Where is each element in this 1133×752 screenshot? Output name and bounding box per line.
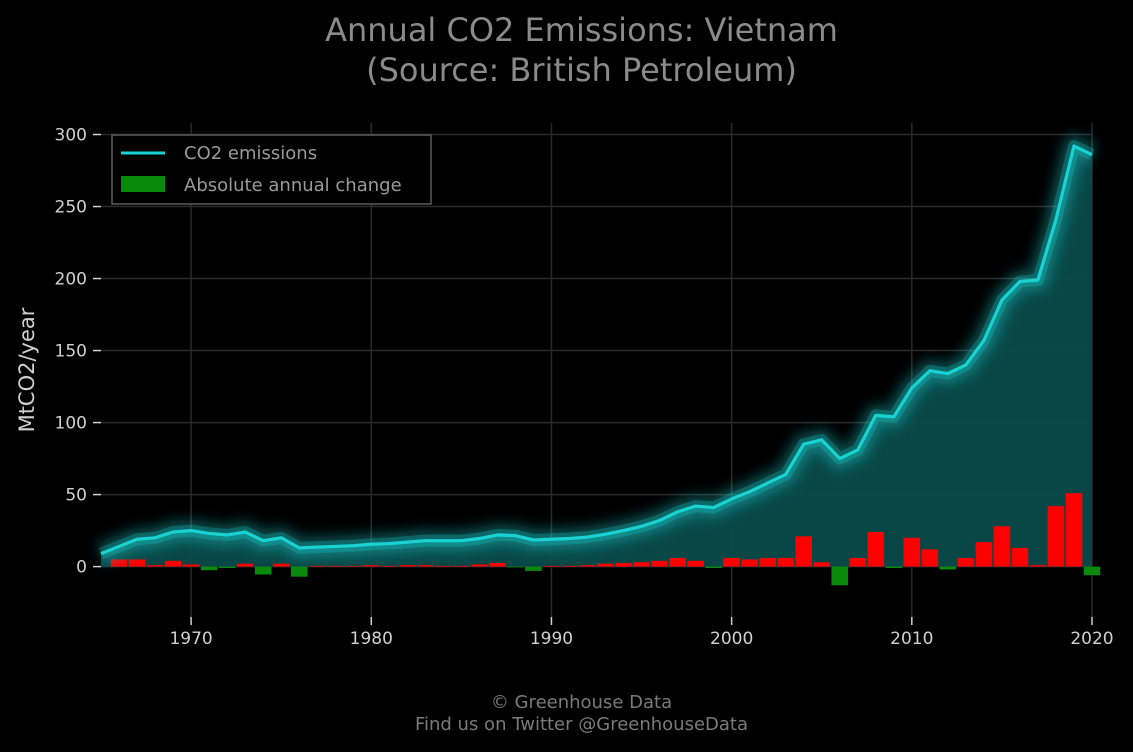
legend: CO2 emissions Absolute annual change	[111, 134, 432, 205]
change-bar	[435, 565, 452, 567]
change-bar	[705, 566, 722, 569]
change-bar	[633, 562, 650, 567]
legend-box	[111, 134, 432, 205]
x-tick-label: 2020	[1070, 629, 1113, 649]
change-bar	[164, 560, 182, 567]
change-bar	[417, 565, 434, 567]
change-bar	[1065, 493, 1083, 567]
change-bar	[1083, 566, 1101, 576]
change-bar	[399, 565, 416, 567]
change-bar	[200, 566, 218, 571]
emissions-line	[100, 144, 1093, 556]
change-bar	[795, 536, 812, 567]
legend-bar-swatch	[121, 176, 165, 192]
change-bar	[669, 557, 686, 567]
y-tick-label: 300	[55, 126, 87, 146]
y-tick-label: 0	[76, 558, 87, 578]
change-bar	[1011, 547, 1029, 567]
y-axis-label: MtCO2/year	[15, 307, 39, 432]
change-bar	[507, 566, 524, 568]
change-bar	[759, 557, 776, 567]
legend-label-emissions: CO2 emissions	[184, 143, 317, 164]
change-bar	[939, 566, 957, 570]
change-bar	[813, 562, 831, 567]
change-bar	[975, 542, 993, 567]
change-bar	[687, 560, 704, 567]
change-bar	[453, 565, 470, 567]
x-tick-label: 1990	[530, 629, 573, 649]
change-bar	[1047, 506, 1065, 567]
x-tick-label: 2010	[890, 629, 933, 649]
change-bar	[957, 557, 975, 567]
footer: © Greenhouse Data Find us on Twitter @Gr…	[0, 692, 1133, 736]
change-bar	[723, 557, 740, 567]
change-bar	[381, 565, 398, 567]
emissions-area-fill	[101, 146, 1092, 567]
change-bar	[146, 565, 164, 567]
change-bar	[651, 560, 668, 567]
footer-twitter: Find us on Twitter @GreenhouseData	[414, 714, 749, 735]
legend-label-change: Absolute annual change	[184, 175, 402, 196]
y-tick-label: 150	[55, 342, 87, 362]
change-bar	[615, 562, 632, 567]
change-bar	[471, 564, 488, 567]
change-bar	[993, 526, 1011, 567]
change-bar	[362, 565, 380, 567]
change-bar	[236, 563, 254, 567]
change-bar	[1029, 565, 1047, 567]
x-tick-label: 2000	[710, 629, 753, 649]
change-bar	[903, 537, 921, 567]
change-bar	[254, 566, 272, 575]
change-bar	[921, 549, 939, 567]
change-bar	[849, 557, 867, 567]
change-bar	[525, 566, 542, 571]
x-tick-label: 1970	[169, 629, 212, 649]
change-bar	[218, 566, 236, 569]
change-bar	[128, 559, 146, 567]
annual-change-bars	[110, 493, 1101, 586]
y-tick-label: 50	[65, 486, 87, 506]
change-bar	[110, 559, 128, 567]
chart-title-line2: (Source: British Petroleum)	[366, 51, 797, 89]
change-bar	[597, 563, 614, 567]
change-bar	[489, 562, 506, 567]
change-bar	[326, 565, 344, 567]
x-tick-label: 1980	[350, 629, 393, 649]
change-bar	[543, 565, 560, 567]
chart-title-line1: Annual CO2 Emissions: Vietnam	[325, 11, 838, 49]
change-bar	[831, 566, 849, 586]
change-bar	[290, 566, 308, 577]
axes: 0 50 100 150 200 250 300 1970 1980 1990 2000 2010 20…	[55, 126, 1114, 649]
emissions-line-group	[96, 135, 1097, 564]
change-bar	[272, 563, 290, 567]
chart-title: Annual CO2 Emissions: Vietnam (Source: B…	[0, 10, 1133, 90]
footer-copyright: © Greenhouse Data	[490, 692, 673, 713]
y-tick-label: 250	[55, 198, 87, 218]
emissions-area	[101, 146, 1092, 567]
change-bar	[885, 566, 903, 569]
change-bar	[561, 565, 578, 567]
change-bar	[182, 564, 200, 567]
change-bar	[579, 565, 596, 567]
change-bar	[777, 557, 794, 567]
y-tick-label: 200	[55, 270, 87, 290]
change-bar	[867, 532, 885, 567]
change-bar	[308, 565, 326, 567]
y-tick-label: 100	[55, 414, 87, 434]
change-bar	[344, 565, 362, 567]
change-bar	[741, 559, 758, 567]
